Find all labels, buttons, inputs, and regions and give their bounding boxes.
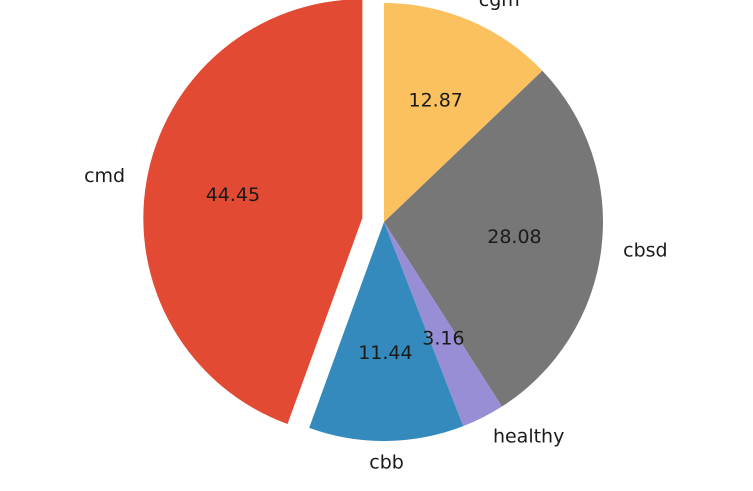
category-label-cmd: cmd [84,165,125,187]
value-label-healthy: 3.16 [422,328,464,350]
value-label-cgm: 12.87 [408,90,462,112]
category-label-cbb: cbb [369,451,404,473]
category-label-cgm: cgm [479,0,520,11]
value-label-cmd: 44.45 [206,184,260,206]
category-label-healthy: healthy [493,425,564,447]
pie-slices [143,0,603,441]
slice-cmd [143,0,363,425]
slice-cbsd [384,70,603,407]
slice-cbb [309,222,464,441]
slice-healthy [384,222,502,427]
value-label-cbb: 11.44 [358,342,412,364]
category-label-cbsd: cbsd [623,239,667,261]
pie-labels: 12.87 cgm 28.08 cbsd 3.16 healthy 11.44 cbb 44.4… [84,0,668,473]
slice-cgm [384,3,543,222]
value-label-cbsd: 28.08 [487,226,541,248]
